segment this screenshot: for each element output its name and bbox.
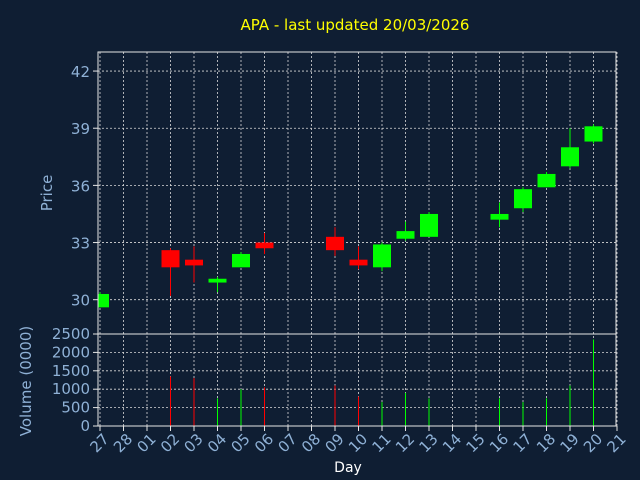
candle-body <box>490 213 509 220</box>
volume-tick-label: 2500 <box>52 325 90 343</box>
volume-panel-frame <box>97 333 617 427</box>
price-tick-label: 36 <box>71 177 90 195</box>
price-tick-label: 33 <box>71 235 90 253</box>
price-tick-label: 42 <box>71 63 90 81</box>
price-grid <box>98 52 618 426</box>
x-tick-label: 07 <box>275 430 301 456</box>
x-tick-label: 19 <box>557 430 583 456</box>
candle-body <box>326 236 344 251</box>
x-tick-label: 12 <box>392 430 418 456</box>
candle-body <box>232 253 250 268</box>
x-tick-label: 18 <box>533 430 559 456</box>
chart-title: APA - last updated 20/03/2026 <box>241 16 470 34</box>
x-tick-label: 16 <box>486 430 512 456</box>
price-axis: 30 33 36 39 42 <box>71 63 98 310</box>
x-tick-label: 14 <box>439 430 465 456</box>
x-tick-label: 21 <box>604 430 630 456</box>
x-tick-label: 11 <box>369 430 395 456</box>
candle-body <box>208 278 227 283</box>
x-tick-label: 09 <box>322 430 348 456</box>
x-tick-label: 01 <box>134 430 160 456</box>
x-tick-label: 03 <box>181 430 207 456</box>
candle-body <box>514 189 532 209</box>
x-tick-label: 08 <box>298 430 324 456</box>
x-tick-label: 06 <box>251 430 277 456</box>
price-axis-label: Price <box>38 175 56 212</box>
x-tick-label: 27 <box>87 430 113 456</box>
candle-body <box>420 213 438 237</box>
volume-tick-label: 1000 <box>52 380 90 398</box>
candle-body <box>561 147 579 167</box>
volume-grid <box>98 333 616 427</box>
candle-body <box>255 242 274 249</box>
candle-body <box>185 259 203 266</box>
price-tick-label: 30 <box>71 292 90 310</box>
candle-body <box>373 244 391 268</box>
volume-tick-label: 0 <box>80 417 90 435</box>
volume-tick-label: 500 <box>61 399 90 417</box>
x-tick-label: 13 <box>416 430 442 456</box>
x-tick-label: 02 <box>157 430 183 456</box>
x-tick-label: 05 <box>228 430 254 456</box>
x-axis-label: Day <box>334 460 362 476</box>
x-tick-label: 20 <box>580 430 606 456</box>
volume-tick-label: 2000 <box>52 343 90 361</box>
x-axis: 2728010203040506070809101112131415161718… <box>87 426 630 456</box>
price-tick-label: 39 <box>71 120 90 138</box>
candle-body <box>537 173 556 188</box>
volume-tick-label: 1500 <box>52 362 90 380</box>
candle-body <box>349 259 368 266</box>
candle-body <box>584 126 603 142</box>
candles <box>98 124 603 308</box>
x-tick-label: 04 <box>204 430 230 456</box>
volume-bars <box>170 339 594 426</box>
x-tick-label: 17 <box>510 430 536 456</box>
price-panel-frame <box>97 51 617 335</box>
x-tick-label: 10 <box>345 430 371 456</box>
candle-body <box>161 250 180 268</box>
candle-body <box>396 231 415 239</box>
x-tick-label: 28 <box>110 430 136 456</box>
volume-axis-label: Volume (0000) <box>17 326 35 436</box>
candle-body <box>98 293 109 308</box>
x-tick-label: 15 <box>463 430 489 456</box>
